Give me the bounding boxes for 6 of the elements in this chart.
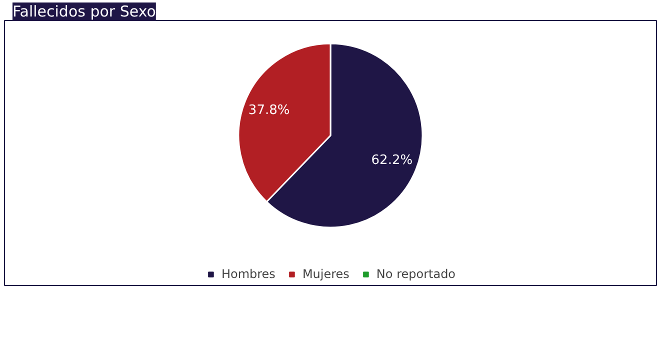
legend-label: No reportado	[376, 267, 456, 281]
legend-label: Mujeres	[302, 267, 350, 281]
data-label: 37.8%	[248, 103, 290, 118]
text: Fallecidos por Sexo	[12, 2, 156, 20]
legend-label: Hombres	[221, 267, 276, 281]
data-label: 62.2%	[371, 152, 413, 168]
